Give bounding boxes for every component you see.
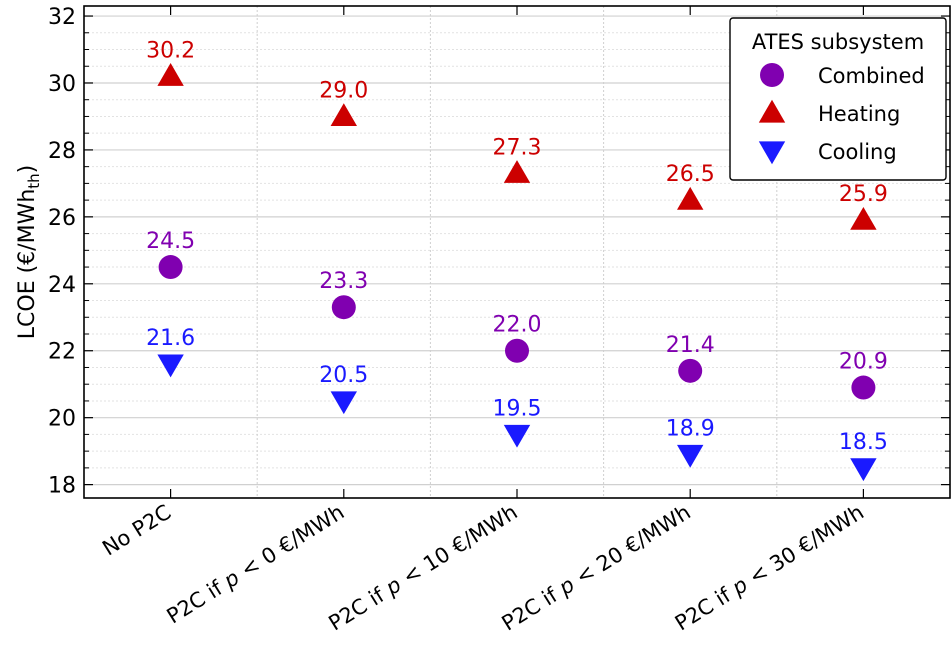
marker-cooling xyxy=(157,354,184,378)
x-tick-label: P2C if p < 0 €/MWh xyxy=(163,500,349,629)
y-tick-label: 26 xyxy=(48,206,76,231)
data-label-cooling: 21.6 xyxy=(146,326,195,351)
marker-cooling xyxy=(503,424,531,448)
marker-cooling xyxy=(677,444,704,468)
grid xyxy=(84,6,950,498)
data-markers xyxy=(157,63,877,482)
x-tick-label-part: P2C if xyxy=(671,580,741,636)
y-axis-label: LCOE (€/MWhth) xyxy=(15,165,43,339)
marker-combined xyxy=(158,255,183,280)
marker-combined xyxy=(678,358,703,383)
marker-cooling xyxy=(850,458,877,482)
marker-heating xyxy=(330,103,357,127)
legend-title: ATES subsystem xyxy=(752,30,924,54)
data-label-combined: 24.5 xyxy=(146,229,195,254)
legend-box xyxy=(729,17,947,181)
data-label-heating: 27.3 xyxy=(493,135,542,160)
data-label-heating: 26.5 xyxy=(666,162,715,187)
y-tick-label: 22 xyxy=(48,340,76,365)
marker-heating xyxy=(503,160,531,183)
x-tick-label-part: P2C if xyxy=(324,580,394,636)
marker-heating xyxy=(677,186,704,210)
data-labels: 24.5 23.3 22.0 21.4 20.9 30.2 29.0 27.3 26.5 25.9… xyxy=(146,38,888,455)
x-tick-label-part: < 20 €/MWh xyxy=(566,500,695,593)
marker-combined xyxy=(331,295,356,320)
x-tick-label-part: < 10 €/MWh xyxy=(393,500,522,593)
legend-label-heating: Heating xyxy=(818,102,900,126)
data-label-heating: 29.0 xyxy=(319,78,368,103)
legend-marker-combined xyxy=(760,63,784,87)
legend-marker-heating xyxy=(758,99,786,123)
marker-cooling xyxy=(330,391,357,415)
data-label-combined: 22.0 xyxy=(493,313,542,338)
axis-ticks: 18 20 22 24 26 28 30 32 xyxy=(48,5,950,499)
data-label-combined: 21.4 xyxy=(666,333,715,358)
y-tick-label: 20 xyxy=(48,407,76,432)
x-tick-label-part: P2C if xyxy=(498,580,568,636)
legend-items: Combined Heating Cooling xyxy=(758,63,925,165)
data-label-cooling: 20.5 xyxy=(319,363,368,388)
x-tick-label: P2C if p < 30 €/MWh xyxy=(671,500,868,636)
x-tick-label: No P2C xyxy=(98,500,175,561)
data-label-heating: 30.2 xyxy=(146,38,195,63)
y-tick-label: 18 xyxy=(48,474,76,499)
y-tick-label: 32 xyxy=(48,5,76,30)
y-axis-label-main: LCOE (€/MWh xyxy=(15,189,40,340)
data-label-cooling: 19.5 xyxy=(493,396,542,421)
marker-combined xyxy=(505,338,529,363)
data-label-combined: 20.9 xyxy=(839,350,888,375)
data-label-cooling: 18.5 xyxy=(839,430,888,455)
y-tick-label: 28 xyxy=(48,139,76,164)
marker-heating xyxy=(850,206,877,230)
legend-label-combined: Combined xyxy=(818,64,925,88)
x-tick-label-part: < 0 €/MWh xyxy=(231,500,349,586)
data-label-cooling: 18.9 xyxy=(666,416,715,441)
legend-label-cooling: Cooling xyxy=(818,140,897,164)
marker-combined xyxy=(851,375,876,400)
y-tick-label: 30 xyxy=(48,72,76,97)
legend-marker-cooling xyxy=(758,141,786,165)
plot-frame xyxy=(83,5,951,499)
y-axis-label-subscript: th xyxy=(25,173,43,188)
y-tick-label: 24 xyxy=(48,273,76,298)
data-label-heating: 25.9 xyxy=(839,182,888,207)
marker-heating xyxy=(157,63,184,86)
x-tick-label: P2C if p < 10 €/MWh xyxy=(324,500,521,636)
data-label-combined: 23.3 xyxy=(319,269,368,294)
legend: ATES subsystem Combined Heating Cooling xyxy=(729,17,947,181)
y-axis-label-end: ) xyxy=(15,165,40,174)
x-tick-label: P2C if p < 20 €/MWh xyxy=(498,500,695,636)
x-tick-label-part: P2C if xyxy=(163,572,233,628)
x-tick-label-part: < 30 €/MWh xyxy=(739,500,868,593)
